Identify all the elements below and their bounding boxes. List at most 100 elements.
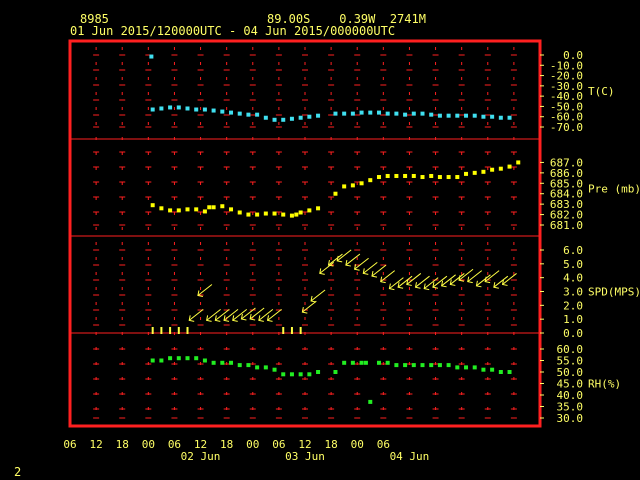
temperature-point: [464, 113, 469, 118]
humidity-point: [176, 356, 181, 361]
wind-arrow-head: [467, 276, 473, 284]
pressure-point: [237, 210, 242, 215]
wind-arrow-head: [414, 282, 421, 289]
humidity-point: [394, 363, 399, 368]
wind-arrow-head: [380, 276, 386, 284]
humidity-point: [307, 372, 312, 377]
x-tick-label: 00: [351, 438, 364, 451]
wind-arrow-shaft: [406, 273, 422, 285]
x-tick-label: 18: [116, 438, 129, 451]
pressure-point: [289, 213, 294, 218]
temperature-point: [359, 110, 364, 115]
data-layer: [149, 54, 521, 404]
wind-arrow: [266, 309, 282, 322]
temperature-point: [481, 114, 486, 119]
y-tick-label: 45.0: [557, 378, 584, 391]
wind-arrow-shaft: [354, 257, 369, 270]
humidity-point: [298, 372, 303, 377]
humidity-point: [229, 360, 234, 365]
y-tick-label: 687.0: [550, 156, 583, 169]
wind-arrow-shaft: [467, 270, 483, 283]
pressure-point: [350, 183, 355, 188]
wind-arrow: [475, 274, 491, 288]
wind-arrow: [310, 289, 326, 303]
temperature-point: [403, 112, 408, 117]
pressure-point: [429, 173, 434, 178]
y-tick-label: 684.0: [550, 188, 583, 201]
wind-arrow-shaft: [232, 309, 248, 321]
pressure-point: [246, 212, 251, 217]
pressure-point: [202, 209, 207, 214]
x-tick-label: 06: [272, 438, 285, 451]
wind-arrow-head: [475, 280, 482, 288]
wind-arrow: [449, 273, 465, 286]
humidity-point: [455, 365, 460, 370]
x-tick-label: 12: [298, 438, 311, 451]
wind-arrow-shaft: [476, 274, 491, 287]
humidity-point: [246, 363, 251, 368]
wind-arrow: [327, 253, 343, 267]
wind-arrow-shaft: [328, 253, 343, 266]
temperature-point: [342, 111, 347, 116]
wind-arrow: [441, 274, 456, 288]
wind-arrow: [258, 309, 274, 322]
y-tick-label: -30.0: [550, 80, 583, 93]
y-tick-label: 1.0: [563, 313, 583, 326]
y-tick-label: -70.0: [550, 121, 583, 134]
humidity-point: [185, 356, 190, 361]
pressure-point: [368, 178, 373, 183]
wind-arrow: [197, 284, 213, 297]
y-tick-label: -40.0: [550, 90, 583, 103]
humidity-point: [150, 358, 155, 363]
pressure-point: [211, 205, 216, 210]
wind-arrow-shaft: [215, 309, 230, 321]
wind-arrow-shaft: [432, 275, 448, 288]
pressure-point: [159, 206, 164, 211]
pressure-point: [481, 169, 486, 174]
wind-arrow: [458, 268, 474, 282]
pressure-point: [255, 212, 260, 217]
humidity-point: [289, 372, 294, 377]
temperature-point: [376, 110, 381, 115]
wind-arrow-shaft: [223, 309, 239, 321]
humidity-point: [429, 363, 434, 368]
x-date-label: 02 Jun: [181, 450, 221, 463]
temperature-point: [411, 111, 416, 116]
x-tick-label: 18: [324, 438, 337, 451]
y-tick-label: 50.0: [557, 366, 584, 379]
wind-arrow-shaft: [371, 264, 387, 277]
humidity-point: [363, 360, 368, 365]
humidity-point: [159, 358, 164, 363]
humidity-point: [411, 363, 416, 368]
wind-arrow-shaft: [302, 300, 317, 313]
y-tick-label: 682.0: [550, 209, 583, 222]
humidity-point: [333, 370, 338, 374]
x-date-label: 04 Jun: [390, 450, 430, 463]
y-axis-label: SPD(MPS): [588, 286, 640, 299]
temperature-point: [289, 116, 294, 121]
y-tick-label: -50.0: [550, 100, 583, 113]
temperature-point: [420, 111, 425, 116]
y-tick-label: 3.0: [563, 286, 583, 299]
wind-arrow: [353, 257, 369, 271]
pressure-point: [437, 175, 442, 180]
wind-arrow: [493, 275, 509, 289]
pressure-point: [307, 208, 312, 213]
pressure-point: [507, 164, 512, 169]
pressure-point: [446, 175, 451, 180]
wind-arrow: [223, 309, 239, 322]
pressure-point: [490, 167, 495, 172]
wind-arrow-head: [197, 290, 204, 297]
humidity-point: [368, 399, 373, 404]
humidity-point: [481, 367, 486, 372]
humidity-point: [211, 360, 216, 365]
wind-arrow-shaft: [345, 253, 361, 266]
wind-arrow-head: [301, 307, 308, 314]
temperature-point: [159, 106, 164, 111]
humidity-point: [263, 365, 268, 370]
humidity-point: [403, 363, 408, 368]
pressure-point: [420, 175, 425, 180]
temperature-point: [272, 117, 277, 122]
pressure-point: [472, 170, 477, 175]
